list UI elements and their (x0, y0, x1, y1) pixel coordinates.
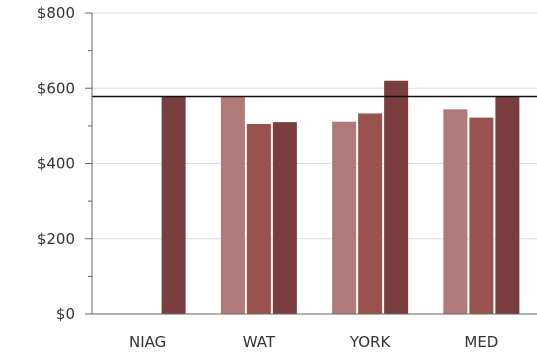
bar (272, 122, 297, 314)
x-tick-label: NIAG (129, 333, 166, 351)
bar-group (161, 80, 520, 315)
bar (246, 123, 271, 315)
bar (358, 113, 383, 315)
y-tick-label: $600 (37, 79, 75, 97)
x-tick-label: WAT (243, 333, 276, 351)
axes (85, 12, 537, 315)
bar (384, 80, 409, 314)
y-tick-label: $800 (37, 4, 75, 22)
bar (443, 109, 468, 314)
bar (332, 121, 357, 314)
bar (469, 117, 494, 314)
bar (495, 96, 520, 314)
y-tick-label: $200 (37, 230, 75, 248)
y-tick-labels: $0 $200 $400 $600 $800 (37, 4, 75, 323)
y-tick-label: $0 (56, 305, 75, 323)
y-tick-label: $400 (37, 155, 75, 173)
bar (220, 96, 245, 314)
bar (161, 96, 186, 314)
x-tick-label: MED (464, 333, 498, 351)
x-tick-labels: NIAG WAT YORK MED (129, 333, 498, 351)
x-tick-label: YORK (349, 333, 392, 351)
